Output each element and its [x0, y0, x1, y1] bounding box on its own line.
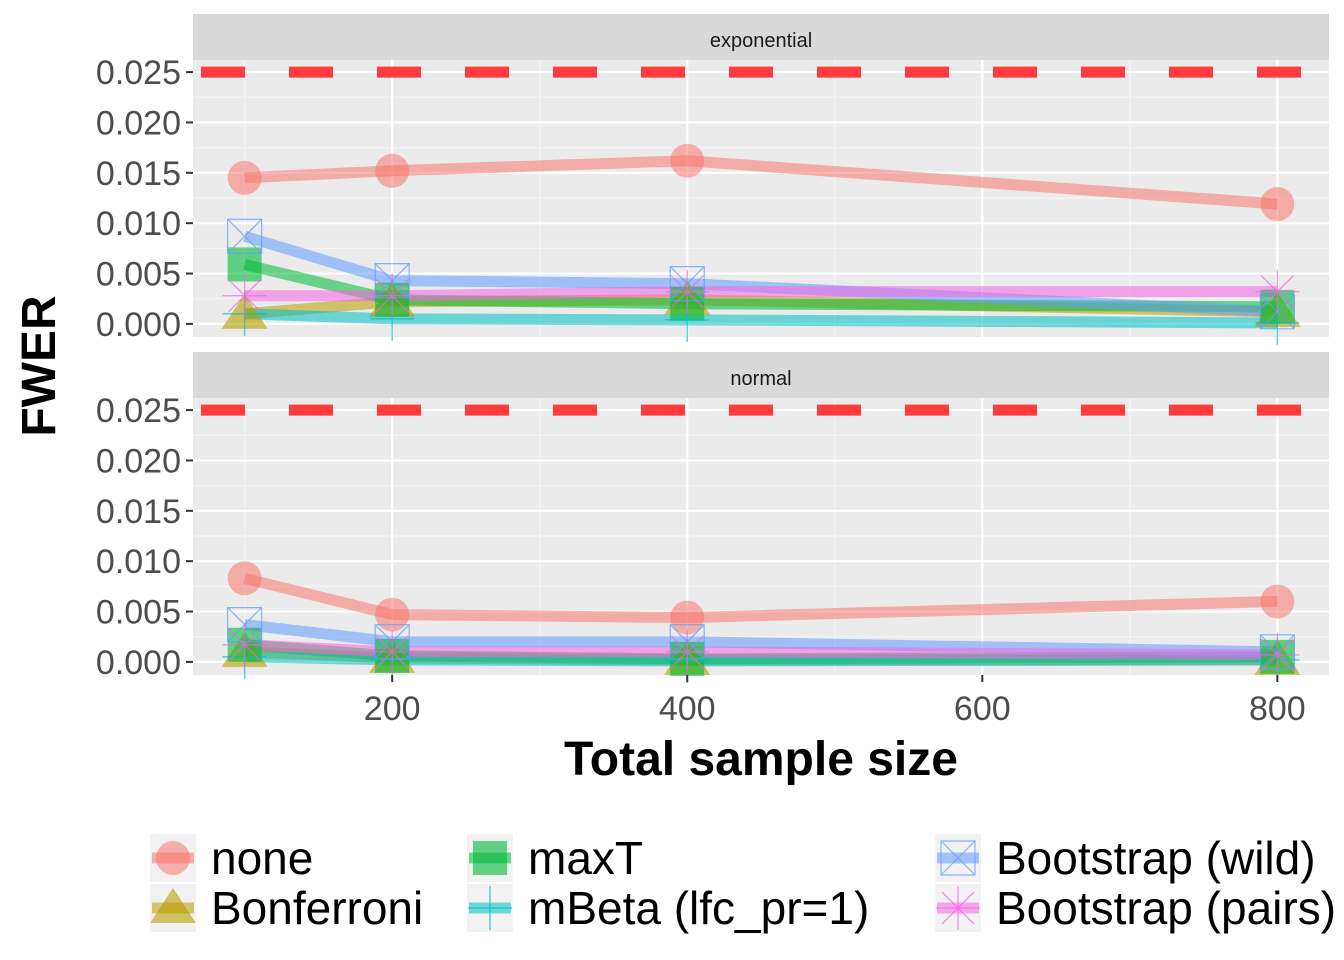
x-tick-label: 400 — [659, 690, 716, 728]
point-bootstrap-pairs- — [665, 629, 710, 674]
strip-label-normal: normal — [730, 368, 791, 390]
strip-normal — [193, 352, 1329, 398]
y-tick-label: 0.015 — [96, 155, 181, 193]
legend-label: mBeta (lfc_pr=1) — [528, 882, 869, 934]
legend-key-marker — [473, 841, 507, 875]
y-tick-label: 0.010 — [96, 205, 181, 243]
series-line-none — [243, 572, 1278, 624]
point-bootstrap-pairs- — [1255, 632, 1300, 677]
point-bootstrap-pairs- — [222, 622, 267, 667]
legend-key-marker — [156, 841, 190, 875]
legend-item-mbeta-lfc-pr-1-: mBeta (lfc_pr=1) — [467, 882, 869, 934]
x-axis-title: Total sample size — [564, 733, 958, 786]
series-line-mbeta-lfc-pr-1- — [244, 651, 1278, 667]
series-line-bootstrap-wild- — [244, 619, 1278, 658]
point-none — [670, 600, 705, 635]
y-axis-exponential: 0.000 0.005 0.010 0.015 0.020 0.025 — [96, 54, 193, 344]
point-none — [227, 561, 262, 596]
facet-exponential: exponential 0.0000.0050.0100.0150.0200.0… — [96, 14, 1329, 345]
legend-key-marker — [468, 886, 512, 930]
legend-item-maxt: maxT — [467, 832, 643, 884]
y-axis-normal: 0.000 0.005 0.010 0.015 0.020 0.025 — [96, 392, 193, 682]
point-none — [1260, 187, 1295, 222]
series-line-bootstrap-pairs- — [244, 286, 1278, 302]
point-none — [670, 143, 705, 178]
x-tick-label: 200 — [364, 690, 421, 728]
series-line-bootstrap-pairs- — [244, 639, 1278, 661]
legend-key-marker — [940, 840, 976, 876]
x-tick-label: 800 — [1249, 690, 1306, 728]
grid-normal — [193, 398, 1329, 675]
point-bootstrap-pairs- — [222, 273, 267, 318]
point-none — [375, 153, 410, 188]
y-tick-label: 0.005 — [96, 256, 181, 294]
point-none — [1260, 584, 1295, 619]
legend-item-bonferroni: Bonferroni — [150, 882, 423, 934]
point-bootstrap-pairs- — [370, 629, 415, 674]
series-line-none — [244, 155, 1278, 210]
legend-item-bootstrap-pairs-: Bootstrap (pairs) — [935, 882, 1336, 934]
series-layer-exponential — [221, 143, 1301, 345]
facet-normal: normal 0.000 0.005 0.010 0.015 0.020 0.025 — [96, 352, 1329, 683]
legend-label: Bootstrap (pairs) — [996, 882, 1336, 934]
legend-key-marker — [936, 886, 980, 930]
point-bootstrap-pairs- — [370, 273, 415, 318]
point-none — [227, 160, 262, 195]
legend-item-none: none — [150, 832, 313, 884]
point-bootstrap-pairs- — [665, 269, 710, 314]
point-bootstrap-wild- — [227, 218, 263, 254]
legend-item-bootstrap-wild-: Bootstrap (wild) — [935, 832, 1316, 884]
y-tick-label: 0.005 — [96, 594, 181, 632]
series-line-bootstrap-wild- — [243, 231, 1278, 318]
legend-label: maxT — [528, 832, 643, 884]
legend-label: Bonferroni — [211, 882, 423, 934]
y-tick-label: 0.020 — [96, 104, 181, 142]
legend-key-marker — [150, 888, 196, 923]
x-axis: 200 400 600 800 — [364, 675, 1306, 728]
y-tick-label: 0.000 — [96, 644, 181, 682]
point-none — [375, 597, 410, 632]
y-tick-label: 0.010 — [96, 543, 181, 581]
strip-exponential — [193, 14, 1329, 60]
y-tick-label: 0.025 — [96, 392, 181, 430]
legend-label: none — [211, 832, 313, 884]
x-tick-label: 600 — [954, 690, 1011, 728]
y-axis-title: FWER — [13, 295, 66, 436]
y-tick-label: 0.025 — [96, 54, 181, 92]
series-layer-normal — [221, 561, 1301, 683]
strip-label-exponential: exponential — [710, 30, 812, 52]
series-line-mbeta-lfc-pr-1- — [244, 308, 1278, 329]
legend-label: Bootstrap (wild) — [996, 832, 1316, 884]
y-tick-label: 0.020 — [96, 442, 181, 480]
point-bootstrap-pairs- — [1255, 269, 1300, 314]
series-line-maxt — [243, 259, 1278, 313]
y-tick-label: 0.015 — [96, 493, 181, 531]
y-tick-label: 0.000 — [96, 306, 181, 344]
